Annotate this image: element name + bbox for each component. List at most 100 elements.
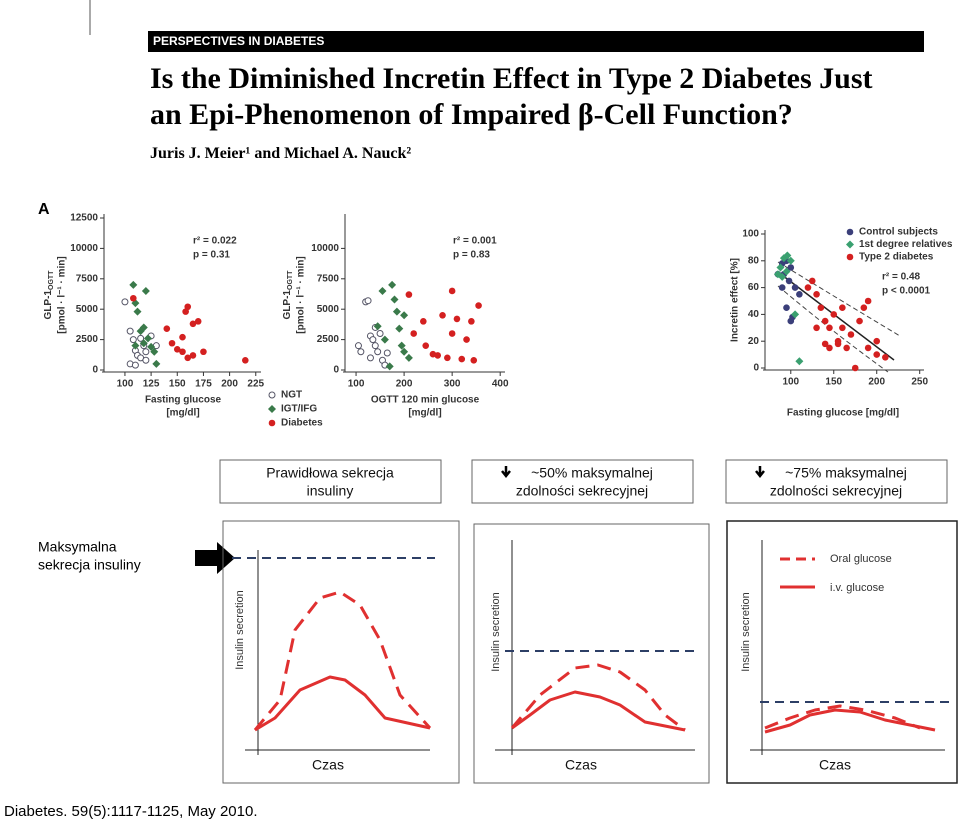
point — [808, 277, 816, 285]
point — [139, 339, 148, 348]
heading-box — [725, 459, 948, 504]
point — [778, 272, 787, 281]
banner — [148, 31, 924, 52]
point — [390, 295, 399, 304]
y-tick-label: 7500 — [317, 273, 340, 284]
point — [400, 347, 409, 356]
y-label-unit: [pmol · l⁻¹ · min] — [296, 256, 307, 334]
point — [189, 320, 197, 328]
point — [422, 342, 430, 349]
y-label-part: GLP-1 — [282, 290, 293, 320]
point — [475, 302, 482, 309]
point — [776, 263, 785, 272]
annotation: p = 0.31 — [193, 250, 230, 261]
x-tick-label: 175 — [195, 379, 212, 390]
point — [121, 298, 129, 306]
point — [434, 352, 442, 359]
point — [856, 317, 863, 325]
point — [163, 325, 171, 332]
point — [453, 315, 461, 323]
heading: Prawidłowa sekrecja — [266, 465, 394, 481]
x-tick-label: 400 — [492, 379, 509, 390]
point — [152, 359, 161, 368]
x-label: [mg/dl] — [408, 408, 441, 419]
y-tick-label: 0 — [333, 365, 339, 376]
heading: zdolności sekrecyjnej — [770, 483, 902, 499]
point — [395, 324, 404, 333]
point — [821, 317, 829, 325]
legend-marker — [268, 391, 276, 399]
citation: Diabetes. 59(5):1117-1125, May 2010. — [4, 803, 258, 820]
point — [796, 291, 803, 298]
point — [439, 311, 446, 319]
point — [380, 335, 389, 344]
point — [873, 337, 881, 345]
point — [410, 330, 418, 337]
heading-box — [219, 459, 442, 504]
y-tick-label: 20 — [748, 336, 760, 347]
y-tick-label: 2500 — [76, 334, 99, 345]
legend-marker — [846, 228, 854, 236]
y-tick-label: 100 — [742, 229, 759, 240]
x-tick-label: 200 — [396, 379, 413, 390]
point — [173, 346, 181, 353]
point — [168, 339, 176, 347]
y-label-part: GLP-1 — [43, 290, 54, 320]
point — [821, 340, 829, 348]
legend-label: i.v. glucose — [830, 582, 884, 594]
x-tick-label: 250 — [911, 377, 928, 388]
point — [242, 356, 249, 364]
heading: ~75% maksymalnej — [785, 465, 907, 481]
point — [131, 361, 139, 369]
point — [860, 304, 868, 312]
y-tick-label: 5000 — [76, 304, 99, 315]
point — [392, 307, 401, 316]
pointer-arrow — [195, 542, 235, 574]
down-arrow — [755, 466, 765, 479]
y-tick-label: 5000 — [317, 304, 340, 315]
x-tick-label: 225 — [247, 379, 264, 390]
iv-curve — [511, 690, 686, 732]
y-tick-label: 40 — [748, 309, 760, 320]
confidence-band — [777, 285, 889, 373]
point — [791, 284, 799, 291]
point — [782, 267, 791, 276]
x-tick-label: 200 — [868, 377, 885, 388]
point — [141, 286, 150, 295]
y-label-sub: OGTT — [287, 270, 294, 290]
heading: zdolności sekrecyjnej — [516, 483, 648, 499]
scheme: Prawidłowa sekrecja insuliny ~50% maksym… — [38, 459, 958, 784]
point — [378, 286, 387, 295]
y-label: Incretin effect [%] — [730, 258, 741, 342]
authors: Juris J. Meier¹ and Michael A. Nauck² — [150, 145, 411, 162]
point — [864, 297, 872, 305]
point — [374, 348, 382, 356]
iv-curve — [764, 708, 936, 734]
x-label: OGTT 120 min glucose — [371, 395, 480, 406]
point — [200, 348, 207, 356]
legend-marker — [268, 405, 276, 413]
oral-curve — [510, 663, 686, 732]
point — [131, 341, 140, 350]
panel-frame — [222, 520, 460, 784]
y-tick-label: 2500 — [317, 334, 340, 345]
point — [791, 310, 800, 319]
legend-marker — [846, 253, 854, 261]
heading: ~50% maksymalnej — [531, 465, 653, 481]
point — [142, 356, 150, 364]
point — [785, 277, 793, 285]
point — [839, 304, 846, 312]
point — [397, 341, 406, 350]
x-label: [mg/dl] — [166, 408, 199, 419]
point — [839, 324, 846, 332]
point — [364, 297, 372, 305]
point — [354, 342, 362, 350]
point — [129, 280, 138, 289]
point — [194, 318, 202, 325]
y-tick-label: 0 — [92, 365, 98, 376]
point — [882, 353, 889, 361]
point — [873, 351, 881, 358]
legend-label: Control subjects — [859, 227, 938, 238]
point — [136, 327, 145, 336]
